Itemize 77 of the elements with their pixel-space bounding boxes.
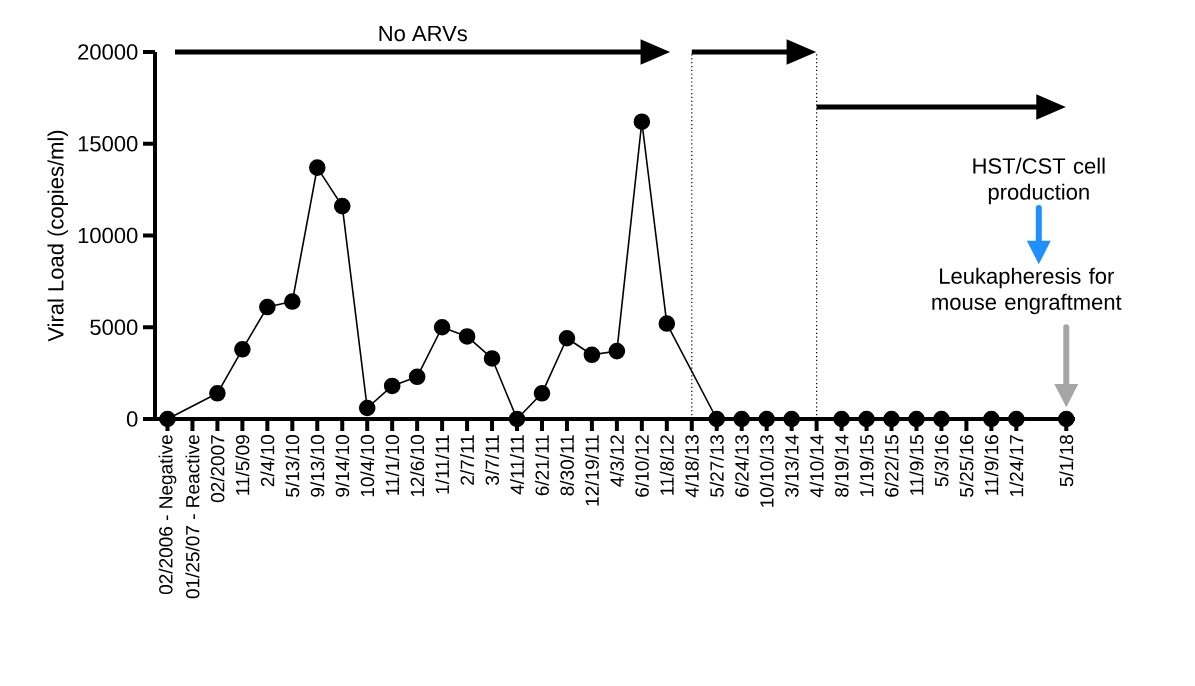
- x-tick-label: 8/30/11: [559, 435, 574, 496]
- point: [883, 410, 900, 428]
- x-tick-label: 1/11/11: [435, 435, 450, 494]
- x-tick-label: 02/2007: [210, 435, 225, 503]
- point: [533, 385, 551, 402]
- point: [583, 346, 601, 364]
- x-tick-label: 5/3/16: [934, 435, 949, 487]
- x-tick-label: 6/21/11: [534, 435, 549, 496]
- point: [383, 377, 401, 395]
- annotation: HST/CST cell production: [973, 157, 1105, 205]
- y-axis-title: Viral Load (copies/ml): [47, 130, 68, 342]
- point: [858, 410, 875, 428]
- x-tick-label: 02/2006 - Negative: [158, 435, 177, 595]
- x-tick-label: 11/8/12: [659, 435, 674, 495]
- x-tick-label: 12/6/10: [410, 435, 425, 497]
- point: [284, 293, 301, 310]
- x-tick-label: 4/11/11: [510, 435, 524, 495]
- point: [358, 399, 376, 417]
- x-tick-label: 4/3/12: [609, 435, 624, 487]
- x-tick-label: 6/10/12: [634, 435, 649, 497]
- point: [833, 410, 850, 428]
- x-tick-label: 3/13/14: [784, 434, 799, 497]
- x-tick-label: 10/4/10: [360, 435, 375, 497]
- point: [733, 410, 751, 428]
- point: [558, 329, 576, 347]
- x-tick-label: 1/24/17: [1009, 435, 1024, 497]
- x-tick-label: 11/9/15: [909, 435, 924, 495]
- point: [1057, 410, 1075, 428]
- point: [234, 340, 251, 358]
- x-tick-label: 6/24/13: [734, 435, 749, 497]
- x-tick-label: 3/7/11: [485, 435, 500, 485]
- point: [908, 410, 925, 428]
- text: No ARVs: [379, 25, 467, 42]
- point: [758, 410, 775, 428]
- x-tick-label: 9/13/10: [310, 435, 325, 497]
- point: [1008, 410, 1025, 428]
- x-tick-label: 2/7/11: [460, 435, 475, 485]
- x-tick-label: 5/27/13: [709, 435, 724, 497]
- point: [708, 410, 726, 428]
- point: [333, 197, 351, 215]
- x-tick-label: 5/1/18: [1059, 435, 1074, 487]
- x-tick-label: 01/25/07 - Reactive: [185, 435, 200, 599]
- point: [159, 410, 176, 428]
- y-tick-label: 10000: [78, 227, 138, 244]
- point: [433, 318, 451, 336]
- point: [633, 113, 651, 131]
- x-tick-label: 2/4/10: [260, 435, 275, 487]
- x-tick-label: 11/1/10: [385, 435, 400, 495]
- x-tick-label: 1/19/15: [859, 435, 874, 497]
- point: [658, 315, 676, 332]
- point: [408, 368, 426, 386]
- x-tick-label: 11/5/09: [235, 435, 250, 495]
- point: [458, 328, 476, 345]
- point: [209, 385, 226, 402]
- x-tick-label: 5/13/10: [285, 435, 300, 497]
- point: [933, 410, 950, 428]
- x-tick-label: 9/14/10: [335, 435, 350, 497]
- x-tick-label: 6/22/15: [884, 435, 899, 497]
- point: [508, 410, 526, 428]
- x-tick-label: 4/18/13: [684, 435, 699, 498]
- point: [608, 342, 626, 360]
- point: [308, 159, 326, 176]
- annotation: Leukapheresis for mouse engraftment: [932, 267, 1122, 315]
- x-tick-label: 10/10/13: [759, 435, 774, 507]
- y-tick-label: 15000: [78, 135, 138, 152]
- x-tick-label: 12/19/11: [584, 435, 599, 506]
- x-tick-label: 5/25/16: [959, 435, 974, 497]
- point: [783, 410, 800, 428]
- point: [983, 410, 1000, 428]
- x-tick-label: 11/9/16: [984, 435, 999, 495]
- y-tick-label: 20000: [78, 44, 138, 60]
- point: [483, 350, 501, 367]
- x-tick-label: 4/10/14: [809, 434, 824, 498]
- x-tick-label: 8/19/14: [834, 434, 849, 497]
- y-tick-label: 5000: [90, 319, 138, 336]
- point: [259, 298, 276, 316]
- y-tick-label: 0: [126, 411, 138, 427]
